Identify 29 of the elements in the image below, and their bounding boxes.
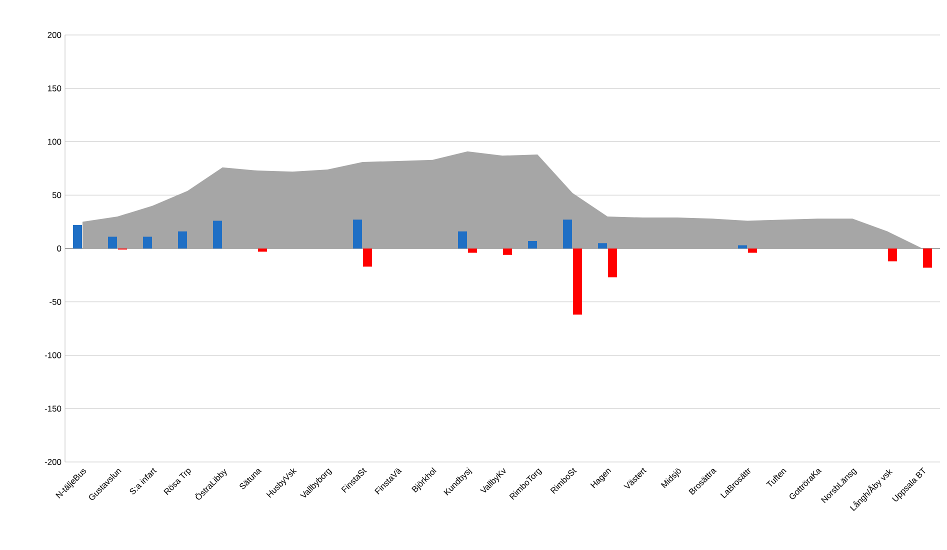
bar: [363, 248, 372, 267]
bar: [468, 248, 478, 253]
bar: [458, 231, 468, 248]
bar: [213, 220, 222, 248]
bar: [608, 248, 618, 278]
y-tick-label: -100: [44, 352, 62, 358]
bar: [563, 220, 572, 248]
y-tick-label: 150: [48, 85, 62, 92]
y-tick-label: 50: [52, 192, 62, 198]
y-tick-label: -200: [44, 458, 62, 465]
y-tick-label: 200: [48, 32, 62, 38]
bar: [598, 243, 608, 248]
bar: [143, 236, 152, 248]
y-tick-label: -150: [44, 406, 62, 412]
y-tick-label: 0: [57, 245, 62, 252]
bar: [73, 225, 82, 248]
bar: [353, 220, 362, 248]
bar: [923, 248, 932, 268]
bar: [528, 241, 538, 248]
bar: [888, 248, 898, 262]
bar: [178, 231, 188, 248]
bar: [258, 248, 268, 252]
bar: [748, 248, 758, 253]
y-tick-label: -50: [50, 298, 62, 305]
bar: [503, 248, 512, 255]
bar: [108, 236, 118, 248]
bar: [573, 248, 582, 315]
y-tick-label: 100: [48, 138, 62, 145]
bar: [738, 245, 748, 248]
